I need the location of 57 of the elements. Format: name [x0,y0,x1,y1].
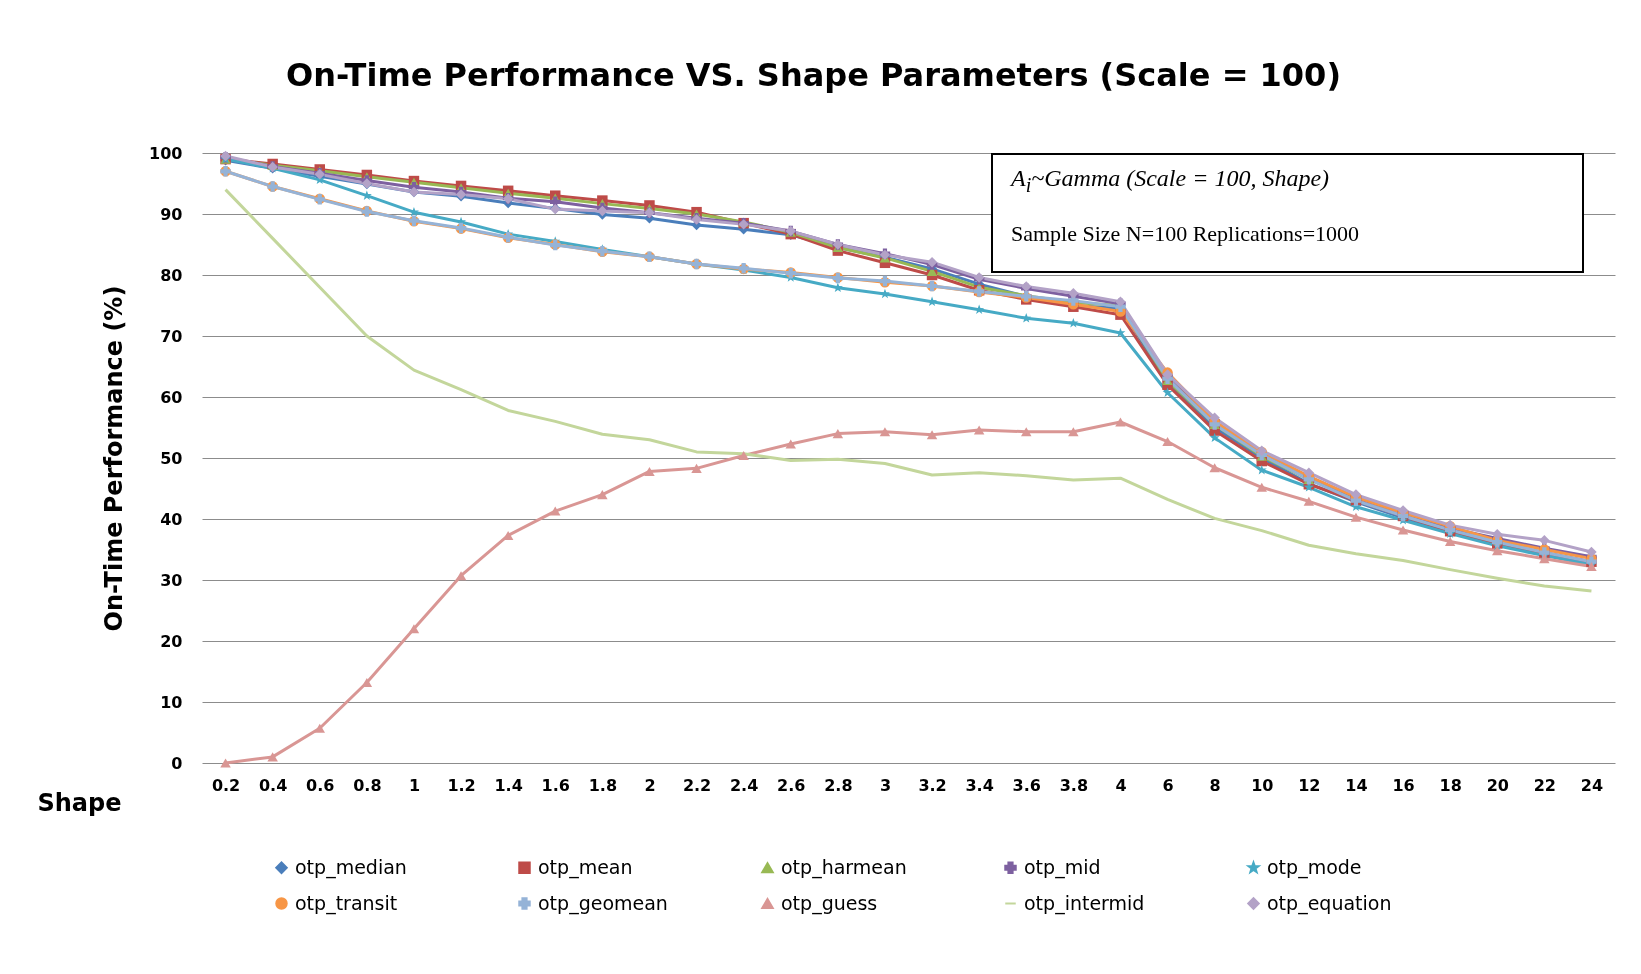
x-tick-label: 22 [1533,775,1556,795]
x-tick-label: 3.2 [918,775,947,795]
x-tick-label: 16 [1392,775,1415,795]
x-axis-title: Shape [37,788,122,817]
x-tick-label: 1.8 [588,775,618,795]
x-tick-label: 1.2 [447,775,476,795]
x-tick-label: 3.6 [1012,775,1041,795]
x-tick-label: 3.8 [1059,775,1089,795]
x-tick-label: 2.8 [824,775,853,795]
x-tick-label: 18 [1439,775,1462,795]
x-tick-label: 0.4 [258,775,288,795]
legend-label: otp_guess [781,891,878,915]
y-tick-label: 40 [160,509,183,529]
x-tick-label: 12 [1298,775,1321,795]
x-tick-label: 0.2 [211,775,241,795]
x-tick-label: 24 [1580,775,1604,795]
x-tick-label: 4 [1115,775,1127,795]
y-tick-label: 10 [160,692,183,712]
legend-label: otp_harmean [781,855,907,879]
x-tick-label: 0.6 [306,775,335,795]
y-tick-label: 0 [171,753,183,773]
x-tick-label: 2.2 [682,775,712,795]
x-tick-label: 8 [1209,775,1221,795]
x-tick-label: 2 [644,775,656,795]
x-tick-label: 0.8 [353,775,382,795]
x-tick-label: 20 [1486,775,1509,795]
x-tick-label: 1.4 [494,775,523,795]
y-tick-label: 30 [160,570,183,590]
legend-label: otp_transit [295,891,398,915]
x-tick-label: 2.4 [729,775,759,795]
y-tick-label: 50 [160,448,183,468]
y-tick-label: 100 [149,143,183,163]
legend-label: otp_median [295,855,407,879]
y-tick-label: 60 [160,387,183,407]
y-tick-label: 80 [160,265,183,285]
y-axis-title: On-Time Performance (%) [100,285,129,632]
legend-label: otp_mid [1024,855,1101,879]
legend-label: otp_intermid [1024,891,1145,915]
x-tick-label: 3 [879,775,892,795]
x-tick-label: 10 [1251,775,1274,795]
note-box: A$_{i}$~Gamma (Scale = 100, Shape) Sample Size N=100 Replications=1000 [991,153,1584,273]
chart-title: On-Time Performance VS. Shape Parameters (Scale = 100) [286,56,1341,94]
y-tick-label: 70 [160,326,183,346]
x-tick-label: 6 [1162,775,1174,795]
legend-label: otp_mode [1267,855,1362,879]
x-tick-label: 2.6 [777,775,806,795]
legend-label: otp_equation [1267,891,1392,915]
y-tick-label: 90 [160,204,183,224]
x-tick-label: 3.4 [965,775,994,795]
x-tick-label: 1 [408,775,421,795]
y-tick-label: 20 [160,631,183,651]
annotation: A$_{i}$~Gamma (Scale = 100, Shape) [1011,165,1330,197]
legend-label: otp_geomean [538,891,668,915]
legend-label: otp_mean [538,855,633,879]
x-tick-label: 14 [1345,775,1368,795]
x-tick-label: 1.6 [541,775,570,795]
annotation: Sample Size N=100 Replications=1000 [1011,221,1360,247]
